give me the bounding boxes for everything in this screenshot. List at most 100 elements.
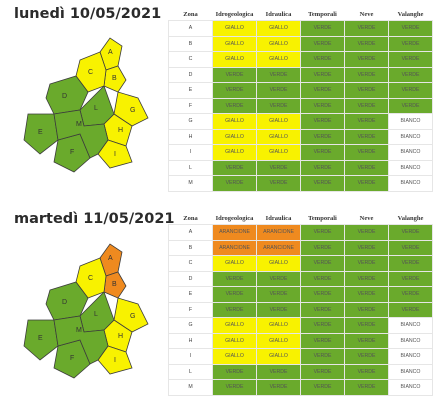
alert-level-cell: VERDE: [212, 379, 257, 396]
column-header: Temporali: [308, 215, 337, 222]
map-zone-label: M: [76, 327, 82, 334]
alert-level-cell: VERDE: [300, 224, 345, 241]
map-zone-label: I: [114, 151, 116, 158]
alert-level-cell: VERDE: [344, 97, 389, 114]
table-row: C GIALLO GIALLO VERDE VERDE VERDE: [168, 51, 433, 68]
alert-level-cell: VERDE: [300, 363, 345, 380]
alert-level-cell: VERDE: [388, 82, 433, 99]
alert-level-cell: VERDE: [344, 144, 389, 161]
alert-level-cell: VERDE: [344, 317, 389, 334]
alert-level-cell: VERDE: [300, 332, 345, 349]
alert-level-cell: VERDE: [388, 301, 433, 318]
zone-cell: F: [168, 97, 213, 114]
zone-cell: L: [168, 159, 213, 176]
alert-level-cell: VERDE: [300, 317, 345, 334]
alert-level-cell: VERDE: [212, 363, 257, 380]
alert-level-cell: VERDE: [212, 66, 257, 83]
column-header: Temporali: [308, 11, 337, 18]
table-row: I GIALLO GIALLO VERDE VERDE BIANCO: [168, 144, 433, 161]
alert-level-cell: GIALLO: [256, 51, 301, 68]
alert-level-cell: BIANCO: [388, 159, 433, 176]
alert-level-cell: GIALLO: [256, 20, 301, 37]
alert-level-cell: VERDE: [344, 35, 389, 52]
alert-level-cell: GIALLO: [212, 317, 257, 334]
zone-cell: F: [168, 301, 213, 318]
alert-level-cell: GIALLO: [212, 144, 257, 161]
column-header: Valanghe: [397, 11, 424, 18]
alert-level-cell: VERDE: [344, 348, 389, 365]
alert-level-cell: VERDE: [300, 97, 345, 114]
zone-cell: M: [168, 175, 213, 192]
alert-level-cell: VERDE: [300, 255, 345, 272]
map-zone-m: [53, 109, 109, 159]
map-zone-e: [23, 319, 59, 361]
alert-level-cell: VERDE: [300, 348, 345, 365]
map-zone-label: G: [130, 313, 135, 320]
alert-level-cell: VERDE: [344, 66, 389, 83]
table-row: D VERDE VERDE VERDE VERDE VERDE: [168, 66, 433, 83]
day-title-2: martedì 11/05/2021: [14, 211, 175, 227]
alert-level-cell: VERDE: [256, 286, 301, 303]
column-header: Idraulica: [265, 11, 292, 18]
map-zone-label: H: [118, 127, 123, 134]
alert-level-cell: VERDE: [344, 255, 389, 272]
map-zone-g: [113, 297, 149, 333]
alert-level-cell: VERDE: [212, 97, 257, 114]
alert-level-cell: VERDE: [256, 379, 301, 396]
table-row: C GIALLO GIALLO VERDE VERDE VERDE: [168, 255, 433, 272]
zone-cell: D: [168, 270, 213, 287]
alert-level-cell: GIALLO: [256, 144, 301, 161]
map-zone-label: A: [108, 49, 113, 56]
map-zone-label: I: [114, 357, 116, 364]
zone-cell: M: [168, 379, 213, 396]
map-zone-label: E: [38, 335, 43, 342]
table-row: A GIALLO GIALLO VERDE VERDE VERDE: [168, 20, 433, 37]
alert-level-cell: BIANCO: [388, 144, 433, 161]
column-header: Idraulica: [265, 215, 292, 222]
alert-level-cell: VERDE: [388, 51, 433, 68]
alert-level-cell: VERDE: [212, 270, 257, 287]
alert-level-cell: GIALLO: [256, 317, 301, 334]
piemonte-map-day-2: A B C D E F G H I L M: [14, 228, 164, 388]
alert-level-cell: VERDE: [344, 113, 389, 130]
alert-level-cell: VERDE: [388, 224, 433, 241]
alert-level-cell: ARANCIONE: [212, 239, 257, 256]
alert-level-cell: VERDE: [300, 20, 345, 37]
column-header: Zona: [183, 215, 198, 222]
alert-level-cell: VERDE: [212, 159, 257, 176]
zone-cell: G: [168, 113, 213, 130]
alert-level-cell: VERDE: [300, 270, 345, 287]
zone-cell: A: [168, 20, 213, 37]
alert-level-cell: VERDE: [300, 239, 345, 256]
alert-level-cell: VERDE: [388, 66, 433, 83]
alert-level-cell: VERDE: [300, 379, 345, 396]
table-row: B ARANCIONE ARANCIONE VERDE VERDE VERDE: [168, 239, 433, 256]
alert-level-cell: VERDE: [300, 35, 345, 52]
table-row: E VERDE VERDE VERDE VERDE VERDE: [168, 82, 433, 99]
table-row: D VERDE VERDE VERDE VERDE VERDE: [168, 270, 433, 287]
alert-level-cell: GIALLO: [212, 128, 257, 145]
day-title-1: lunedì 10/05/2021: [14, 6, 162, 22]
zone-cell: I: [168, 348, 213, 365]
table-row: H GIALLO GIALLO VERDE VERDE BIANCO: [168, 332, 433, 349]
alert-level-cell: VERDE: [388, 35, 433, 52]
alert-level-cell: VERDE: [344, 239, 389, 256]
alert-level-cell: VERDE: [256, 82, 301, 99]
map-zone-m: [53, 315, 109, 365]
alert-level-cell: VERDE: [300, 113, 345, 130]
alert-level-cell: VERDE: [344, 270, 389, 287]
alert-table-day-1: Zona Idrogeologica Idraulica Temporali Neve V…: [168, 9, 433, 192]
zone-cell: D: [168, 66, 213, 83]
table-header-row: Zona Idrogeologica Idraulica Temporali Neve V…: [169, 9, 433, 21]
alert-level-cell: GIALLO: [212, 348, 257, 365]
column-header: Zona: [183, 11, 198, 18]
map-zone-label: D: [62, 93, 67, 100]
alert-level-cell: VERDE: [388, 97, 433, 114]
alert-level-cell: VERDE: [344, 128, 389, 145]
alert-level-cell: VERDE: [388, 270, 433, 287]
alert-level-cell: VERDE: [344, 20, 389, 37]
alert-level-cell: BIANCO: [388, 379, 433, 396]
column-header: Idrogeologica: [215, 215, 254, 222]
map-zone-g: [113, 91, 149, 127]
alert-level-cell: VERDE: [300, 66, 345, 83]
